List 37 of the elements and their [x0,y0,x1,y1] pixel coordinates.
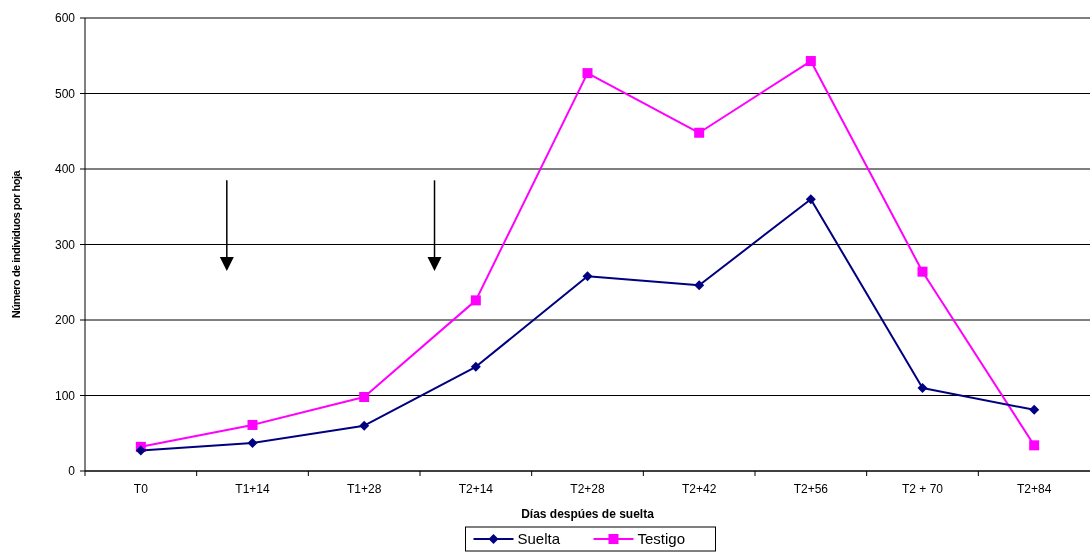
point [694,280,705,291]
point [247,438,258,449]
x-tick-label: T1+14 [235,482,271,496]
y-tick-label: 200 [54,313,76,328]
x-tick-label: T2 + 70 [901,482,944,496]
point [247,419,258,430]
point [1029,404,1040,415]
y-tick-label: 0 [68,464,76,479]
x-tick-label: T2+84 [1016,482,1052,496]
x-tick-label: T2+28 [570,482,606,496]
x-tick-label: T2+42 [681,482,717,496]
point [470,295,481,306]
point [582,271,593,282]
legend-label: Testigo [637,530,686,548]
x-tick-label: T1+28 [346,482,382,496]
x-axis-title: Días despúes de suelta [521,507,655,521]
point [470,361,481,372]
point [359,420,370,431]
legend-label: Suelta [517,530,561,548]
y-tick-label: 400 [54,162,76,177]
point [805,56,816,67]
y-tick-label: 600 [54,11,76,26]
x-tick-label: T0 [133,482,149,496]
x-tick-label: T2+56 [793,482,829,496]
point [917,382,928,393]
y-tick-label: 100 [54,388,76,403]
point [694,127,705,138]
point [1029,440,1040,451]
x-tick-label: T2+14 [458,482,494,496]
point [805,194,816,205]
y-tick-label: 300 [54,237,76,252]
y-tick-label: 500 [54,86,76,101]
point [359,392,370,403]
y-axis-title: Número de individuos por hoja [10,169,22,319]
point [582,68,593,79]
point [917,266,928,277]
point [135,445,146,456]
